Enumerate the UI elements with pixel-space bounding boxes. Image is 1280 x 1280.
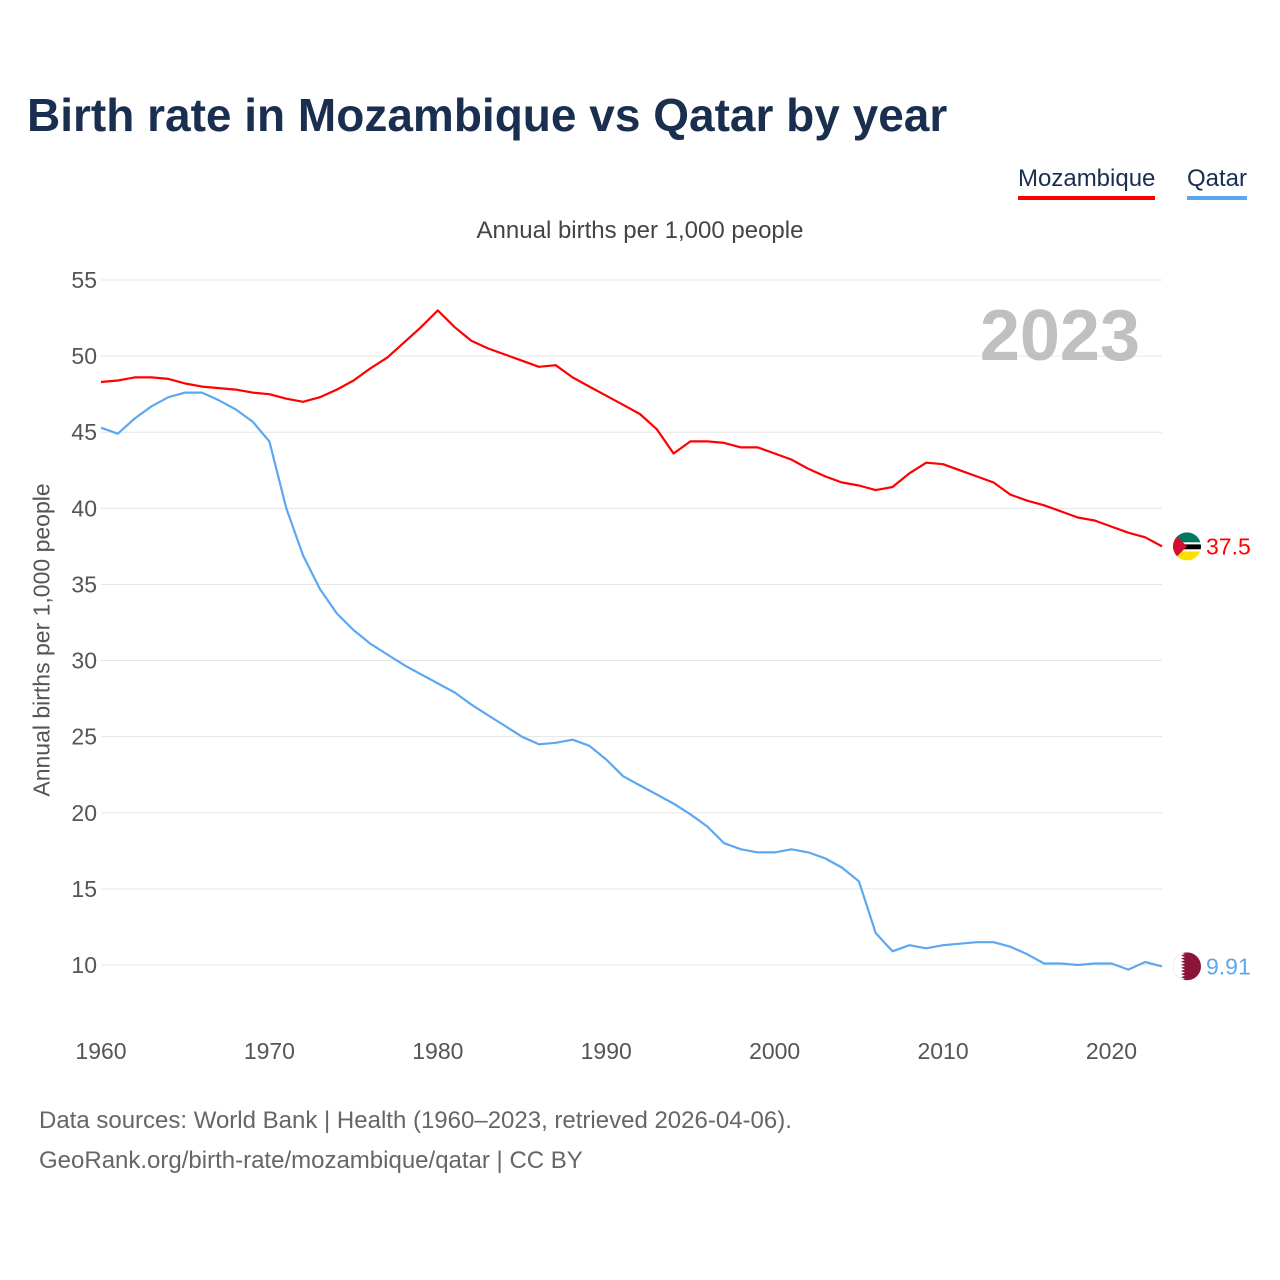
x-tick-label: 2020 xyxy=(1086,1038,1137,1064)
source-text: Data sources: World Bank | Health (1960–… xyxy=(39,1107,792,1134)
y-tick-label: 35 xyxy=(71,571,97,597)
y-tick-label: 20 xyxy=(71,800,97,826)
y-tick-label: 15 xyxy=(71,876,97,902)
mozambique-flag-icon xyxy=(1173,532,1201,561)
legend-qatar[interactable]: Qatar xyxy=(1187,165,1248,200)
y-tick-label: 10 xyxy=(71,952,97,978)
series-line-qatar xyxy=(100,391,1163,971)
end-value-label: 37.5 xyxy=(1206,533,1251,559)
x-tick-label: 1990 xyxy=(581,1038,632,1064)
y-tick-label: 45 xyxy=(71,419,97,445)
y-tick-label: 25 xyxy=(71,724,97,750)
end-value-label: 9.91 xyxy=(1206,953,1251,979)
series-line-mozambique xyxy=(100,309,1163,548)
chart-subtitle: Annual births per 1,000 people xyxy=(476,217,804,244)
qatar-flag-icon xyxy=(1173,952,1201,981)
year-watermark: 2023 xyxy=(980,296,1140,376)
y-tick-label: 40 xyxy=(71,495,97,521)
x-tick-label: 2010 xyxy=(917,1038,968,1064)
x-tick-label: 1960 xyxy=(75,1038,126,1064)
y-tick-label: 50 xyxy=(71,343,97,369)
x-tick-label: 2000 xyxy=(749,1038,800,1064)
legend-mozambique[interactable]: Mozambique xyxy=(1018,165,1156,200)
chart-title: Birth rate in Mozambique vs Qatar by yea… xyxy=(27,89,948,141)
x-tick-label: 1980 xyxy=(412,1038,463,1064)
y-tick-label: 30 xyxy=(71,648,97,674)
source-link[interactable]: GeoRank.org/birth-rate/mozambique/qatar … xyxy=(39,1147,583,1174)
y-tick-label: 55 xyxy=(71,267,97,293)
x-tick-label: 1970 xyxy=(244,1038,295,1064)
